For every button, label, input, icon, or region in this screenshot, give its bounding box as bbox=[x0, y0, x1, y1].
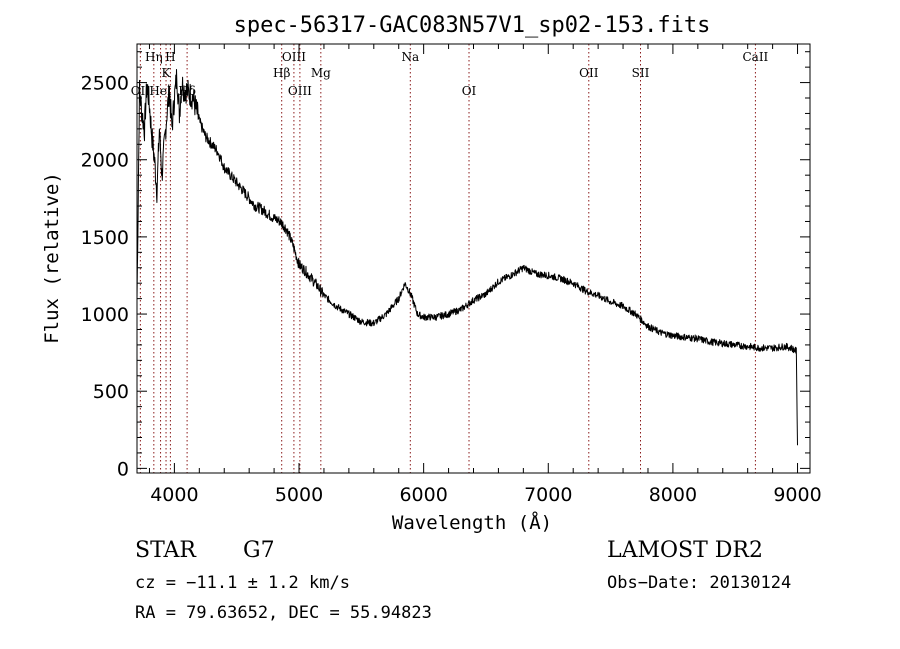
y-tick-label-1: 500 bbox=[93, 381, 129, 403]
y-axis-ticks: 0 500 1000 1500 2000 2500 bbox=[81, 51, 810, 480]
x-tick-label-3: 7000 bbox=[524, 484, 572, 506]
survey-name: LAMOST DR2 bbox=[607, 538, 763, 563]
marker-label-8: Mg bbox=[311, 66, 331, 80]
marker-label-1: H bbox=[165, 50, 175, 64]
y-tick-label-0: 0 bbox=[117, 458, 129, 480]
object-subclass: G7 bbox=[243, 538, 275, 563]
spectrum-series bbox=[136, 69, 798, 446]
marker-label-9: OIII bbox=[288, 84, 312, 98]
marker-label-11: OI bbox=[462, 84, 477, 98]
chart-title: spec-56317-GAC083N57V1_sp02-153.fits bbox=[234, 13, 711, 38]
x-tick-label-5: 9000 bbox=[773, 484, 821, 506]
x-axis-label: Wavelength (Å) bbox=[392, 511, 552, 534]
marker-label-4: HeI bbox=[149, 84, 172, 98]
y-tick-label-2: 1000 bbox=[81, 304, 129, 326]
marker-label-14: CaII bbox=[742, 50, 768, 64]
object-class: STAR bbox=[135, 538, 196, 563]
marker-label-10: Na bbox=[401, 50, 419, 64]
y-axis-label: Flux (relative) bbox=[41, 172, 63, 344]
observation-date: Obs−Date: 20130124 bbox=[607, 573, 792, 593]
marker-label-0: Hη bbox=[145, 50, 163, 64]
y-tick-label-5: 2500 bbox=[81, 73, 129, 95]
y-tick-label-3: 1500 bbox=[81, 227, 129, 249]
plot-frame bbox=[136, 43, 811, 474]
marker-label-6: OIII bbox=[282, 50, 306, 64]
x-tick-label-2: 6000 bbox=[399, 484, 447, 506]
y-tick-label-4: 2000 bbox=[81, 150, 129, 172]
marker-label-12: OII bbox=[579, 66, 599, 80]
spectrum-line bbox=[136, 69, 798, 446]
redshift-velocity: cz = −11.1 ± 1.2 km/s bbox=[135, 573, 350, 593]
marker-label-13: SII bbox=[632, 66, 650, 80]
x-tick-label-0: 4000 bbox=[150, 484, 198, 506]
x-axis-ticks: 4000 5000 6000 7000 8000 9000 bbox=[148, 44, 822, 506]
x-tick-label-1: 5000 bbox=[275, 484, 323, 506]
marker-label-3: OII bbox=[131, 84, 151, 98]
marker-label-7: Hβ bbox=[273, 66, 290, 80]
coordinates: RA = 79.63652, DEC = 55.94823 bbox=[135, 603, 432, 623]
x-tick-label-4: 8000 bbox=[649, 484, 697, 506]
marker-label-2: K bbox=[162, 66, 172, 80]
